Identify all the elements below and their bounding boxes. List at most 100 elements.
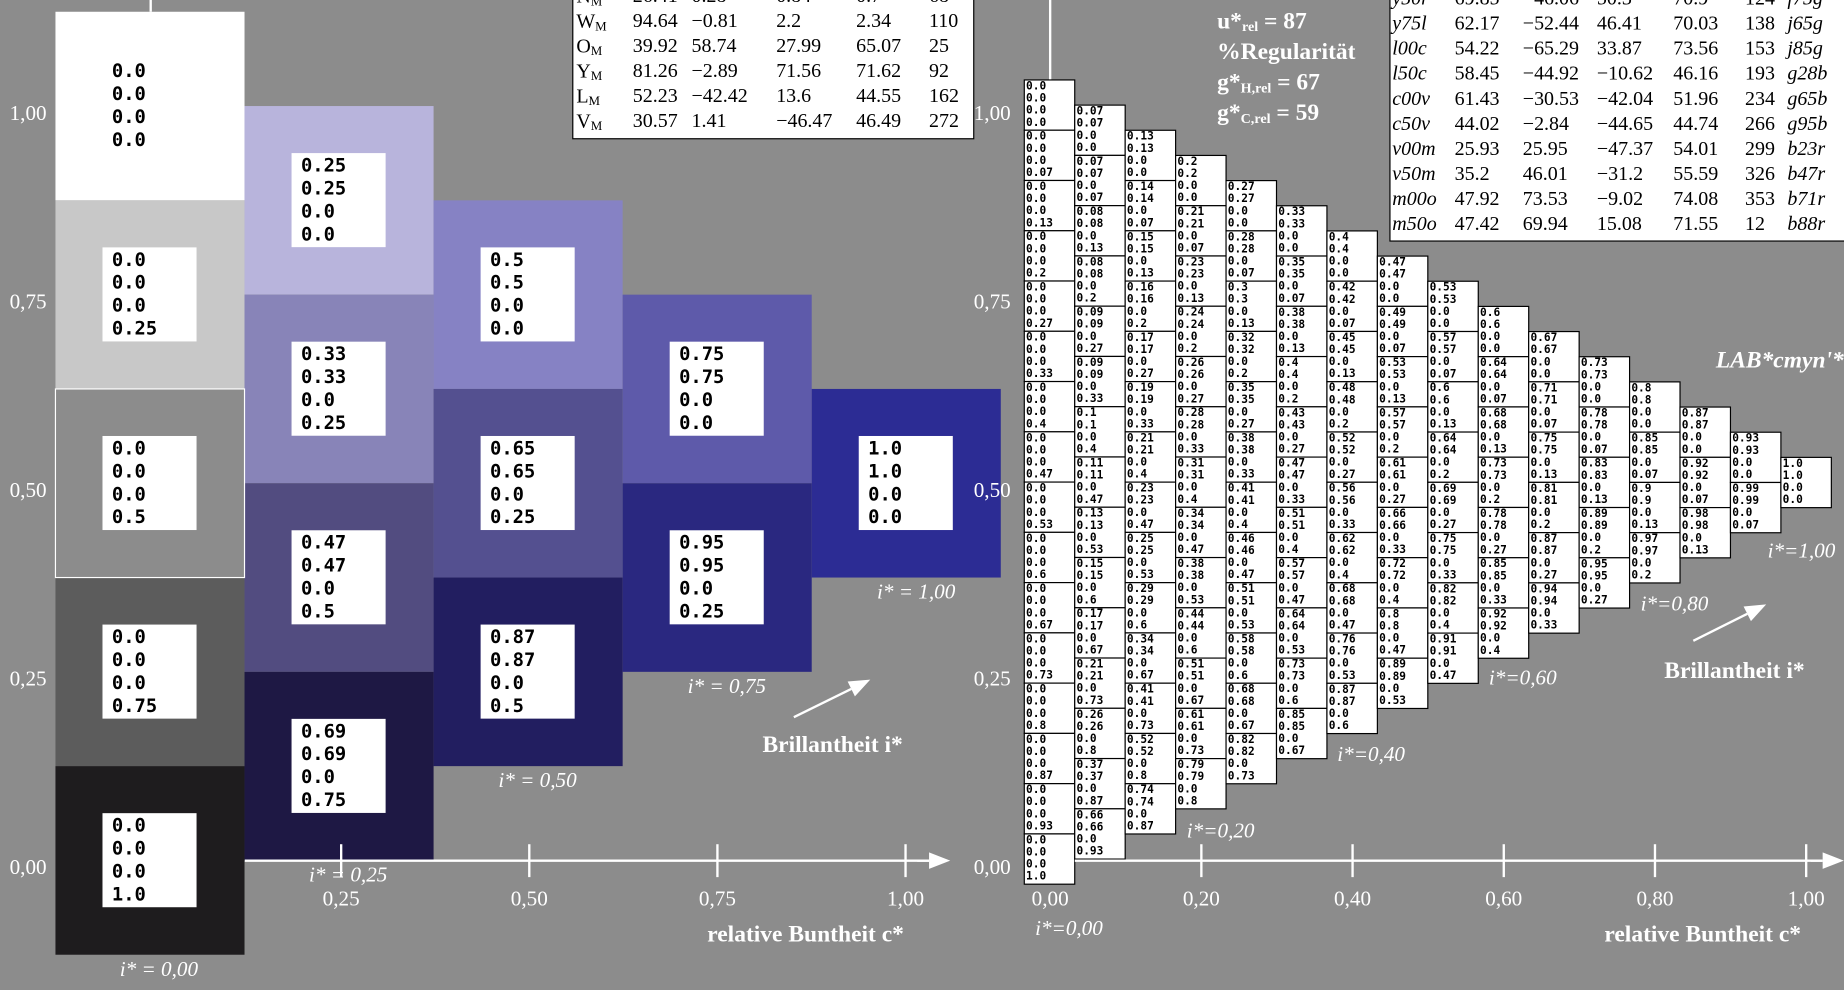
cell-value: 0.0 (1379, 292, 1399, 305)
cell-value: 0.47 (1329, 619, 1356, 632)
cell-value: 0.0 (1026, 343, 1046, 356)
cell-value: 0.23 (1177, 255, 1204, 268)
grid-cell (1427, 381, 1479, 433)
cell-value: 0.11 (1076, 469, 1103, 482)
cell-value: 0.53 (1076, 543, 1103, 556)
cell-value: 0.6 (1329, 719, 1349, 732)
table-cell: −42.04 (1597, 88, 1653, 110)
cell-value: 0.0 (1177, 380, 1197, 393)
cell-value: 0.81 (1530, 482, 1557, 495)
cell-value: 0.67 (1127, 669, 1154, 682)
x-tick-label: 0,00 (1032, 887, 1069, 911)
cell-value: 0.73 (1228, 769, 1255, 782)
cell-value: 0.0 (1076, 833, 1096, 846)
label-box (291, 530, 386, 625)
cell-value: 0.47 (1177, 543, 1204, 556)
cell-value: 0.76 (1329, 645, 1356, 658)
cell-value: 0.95 (1581, 557, 1608, 570)
cell-value: 0.0 (1631, 406, 1651, 419)
cell-value: 0.6 (1430, 393, 1450, 406)
cell-value: 0.14 (1127, 180, 1154, 193)
cell-value: 0.51 (1228, 594, 1255, 607)
grid-cell (1477, 506, 1530, 559)
info-sub: C,rel (1241, 111, 1271, 127)
cell-value: 0.16 (1127, 281, 1154, 294)
grid-cell (1326, 330, 1378, 383)
grid-cell (1376, 657, 1429, 710)
cell-value: 0.0 (1329, 707, 1349, 720)
grid-cell (1124, 381, 1177, 433)
cell-value: 0.0 (1480, 330, 1500, 343)
cell-value: 0.2 (1127, 317, 1147, 330)
cell-value: 0.29 (1127, 594, 1154, 607)
cell-value: 0.0 (1026, 594, 1046, 607)
table-cell: 71.55 (1673, 213, 1718, 235)
grid-cell (1427, 481, 1479, 534)
patch-value: 0.65 (490, 438, 535, 459)
cell-value: 0.13 (1278, 342, 1305, 355)
cell-value: 0.0 (1430, 657, 1450, 670)
cell-value: 0.82 (1228, 733, 1255, 746)
cell-value: 0.26 (1076, 708, 1103, 721)
arrow-head (1743, 604, 1767, 622)
cell-value: 0.0 (1329, 506, 1349, 519)
cell-value: 0.69 (1430, 482, 1457, 495)
cell-value: 0.0 (1430, 506, 1450, 519)
cell-value: 0.0 (1228, 305, 1248, 318)
cell-value: 0.61 (1379, 469, 1406, 482)
patch-value: 0.47 (301, 533, 346, 554)
table-cell: 30.57 (633, 110, 678, 132)
table-cell: 35.2 (1455, 163, 1490, 185)
patch-value: 0.69 (301, 721, 346, 742)
cell-value: 0.0 (1026, 79, 1046, 92)
table-cell: 54.01 (1673, 138, 1718, 160)
table-cell: 0.84 (776, 0, 811, 7)
cell-value: 0.0 (1127, 166, 1147, 179)
cell-value: 0.13 (1076, 507, 1103, 520)
cell-value: 0.27 (1430, 518, 1457, 531)
brilliance-label: i* = 1,00 (877, 579, 956, 603)
patch-value: 1.0 (868, 438, 902, 459)
cell-value: 0.3 (1228, 293, 1248, 306)
table-cell: 12 (1745, 213, 1765, 235)
grid-cell (1074, 707, 1126, 760)
grid-cell (1124, 431, 1177, 483)
cell-value: 0.67 (1530, 331, 1557, 344)
table-cell: 71.56 (776, 60, 821, 82)
arrow-label: Brillantheit i* (1664, 658, 1804, 684)
cell-value: 0.0 (1581, 393, 1601, 406)
cell-value: 0.0 (1480, 481, 1500, 494)
y-tick-label: 1,00 (974, 101, 1011, 125)
cell-value: 0.07 (1076, 167, 1103, 180)
table-cell: −2.84 (1523, 113, 1569, 135)
cell-value: 0.38 (1278, 318, 1305, 331)
cell-value: 0.27 (1177, 392, 1204, 405)
cell-value: 0.0 (1177, 179, 1197, 192)
table-cell: 46.41 (1597, 13, 1642, 35)
cell-value: 0.47 (1228, 568, 1255, 581)
cell-value: 0.38 (1177, 569, 1204, 582)
cell-value: 0.0 (1430, 355, 1450, 368)
cell-value: 0.73 (1480, 457, 1507, 470)
cell-value: 0.66 (1379, 507, 1406, 520)
cell-value: 0.61 (1177, 708, 1204, 721)
cell-value: 0.87 (1682, 419, 1709, 432)
cell-value: 0.08 (1076, 267, 1103, 280)
cell-value: 0.89 (1379, 670, 1406, 683)
table-cell: 50.3 (1597, 0, 1632, 10)
cell-value: 0.15 (1076, 569, 1103, 582)
cell-value: 0.0 (1228, 255, 1248, 268)
grid-cell (1326, 682, 1378, 735)
grid-cell (1477, 356, 1530, 408)
table-cell: b88r (1787, 213, 1825, 235)
cell-value: 0.0 (1430, 456, 1450, 469)
table-cell: 44.02 (1455, 113, 1500, 135)
grid-cell (1023, 380, 1076, 433)
cell-value: 0.0 (1026, 405, 1046, 418)
grid-cell (1175, 406, 1227, 458)
cell-value: 0.78 (1581, 419, 1608, 432)
cell-value: 0.13 (1228, 317, 1255, 330)
cell-value: 0.8 (1631, 393, 1651, 406)
cell-value: 0.52 (1329, 444, 1356, 457)
cell-value: 0.0 (1127, 355, 1147, 368)
